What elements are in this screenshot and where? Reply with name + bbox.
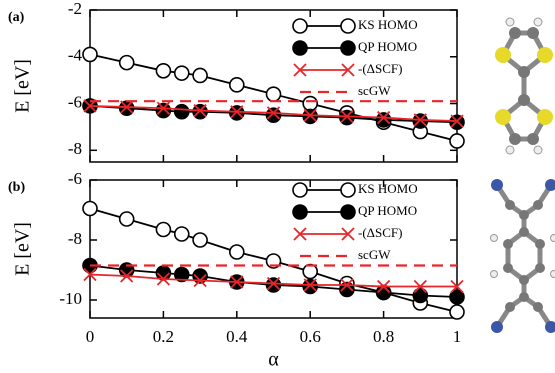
marker — [156, 223, 170, 237]
marker — [267, 87, 281, 101]
figure: -2 -4 -6 -8 E [eV] (a) KS HOMO QP HOMO -(ΔSCF) sc… — [0, 0, 555, 373]
legend-entry: KS HOMO — [293, 17, 418, 33]
y-tick-label: -2 — [68, 0, 82, 18]
y-axis-label: E [eV] — [12, 59, 34, 113]
panel-label: (a) — [8, 10, 25, 25]
legend-label: KS HOMO — [358, 181, 418, 196]
legend-entry: scGW — [300, 247, 391, 262]
x-tick-label: 0.2 — [153, 327, 174, 346]
marker — [230, 78, 244, 92]
legend-label: -(ΔSCF) — [358, 61, 402, 76]
marker — [175, 105, 189, 119]
marker — [450, 305, 464, 319]
y-tick-label: -8 — [68, 229, 82, 248]
legend-label: -(ΔSCF) — [358, 225, 402, 240]
legend-entry: -(ΔSCF) — [294, 225, 402, 240]
marker — [303, 97, 317, 111]
legend-label: KS HOMO — [358, 17, 418, 32]
marker — [230, 245, 244, 259]
marker — [175, 66, 189, 80]
y-tick-label: -8 — [68, 139, 82, 158]
legend-entry: scGW — [300, 83, 391, 98]
molecule-a — [495, 18, 553, 154]
marker — [193, 233, 207, 247]
marker — [377, 113, 391, 127]
legend-label: scGW — [358, 83, 391, 98]
marker — [341, 19, 355, 33]
marker — [341, 183, 355, 197]
marker — [450, 134, 464, 148]
marker — [193, 68, 207, 82]
marker — [267, 278, 281, 292]
x-tick-label: 0.8 — [373, 327, 394, 346]
marker — [303, 280, 317, 294]
marker — [156, 64, 170, 78]
x-tick-label: 0.4 — [226, 327, 248, 346]
x-axis-label: α — [268, 349, 279, 371]
legend-entry: -(ΔSCF) — [294, 61, 402, 76]
marker — [120, 56, 134, 70]
marker — [83, 202, 97, 216]
y-axis-label: E [eV] — [12, 222, 34, 276]
marker — [341, 205, 355, 219]
marker — [83, 47, 97, 61]
marker — [120, 212, 134, 226]
y-tick-label: -6 — [68, 92, 82, 111]
legend-entry: QP HOMO — [293, 203, 417, 219]
x-tick-label: 0.6 — [300, 327, 321, 346]
legend-entry: QP HOMO — [293, 39, 417, 55]
plot-frame — [90, 10, 457, 162]
marker — [293, 19, 307, 33]
panel-label: (b) — [8, 180, 25, 195]
marker — [267, 108, 281, 122]
marker — [156, 104, 170, 118]
x-tick-label: 1 — [453, 327, 462, 346]
legend-entry: KS HOMO — [293, 181, 418, 197]
y-tick-label: -6 — [68, 169, 82, 188]
marker — [293, 41, 307, 55]
y-tick-label: -10 — [59, 289, 82, 308]
marker — [341, 41, 355, 55]
legend-label: QP HOMO — [358, 39, 417, 54]
marker — [293, 183, 307, 197]
x-tick-label: 0 — [86, 327, 95, 346]
legend-label: scGW — [358, 247, 391, 262]
legend-label: QP HOMO — [358, 203, 417, 218]
y-tick-label: -4 — [68, 46, 83, 65]
marker — [293, 205, 307, 219]
molecule-b — [491, 179, 555, 333]
marker — [175, 227, 189, 241]
